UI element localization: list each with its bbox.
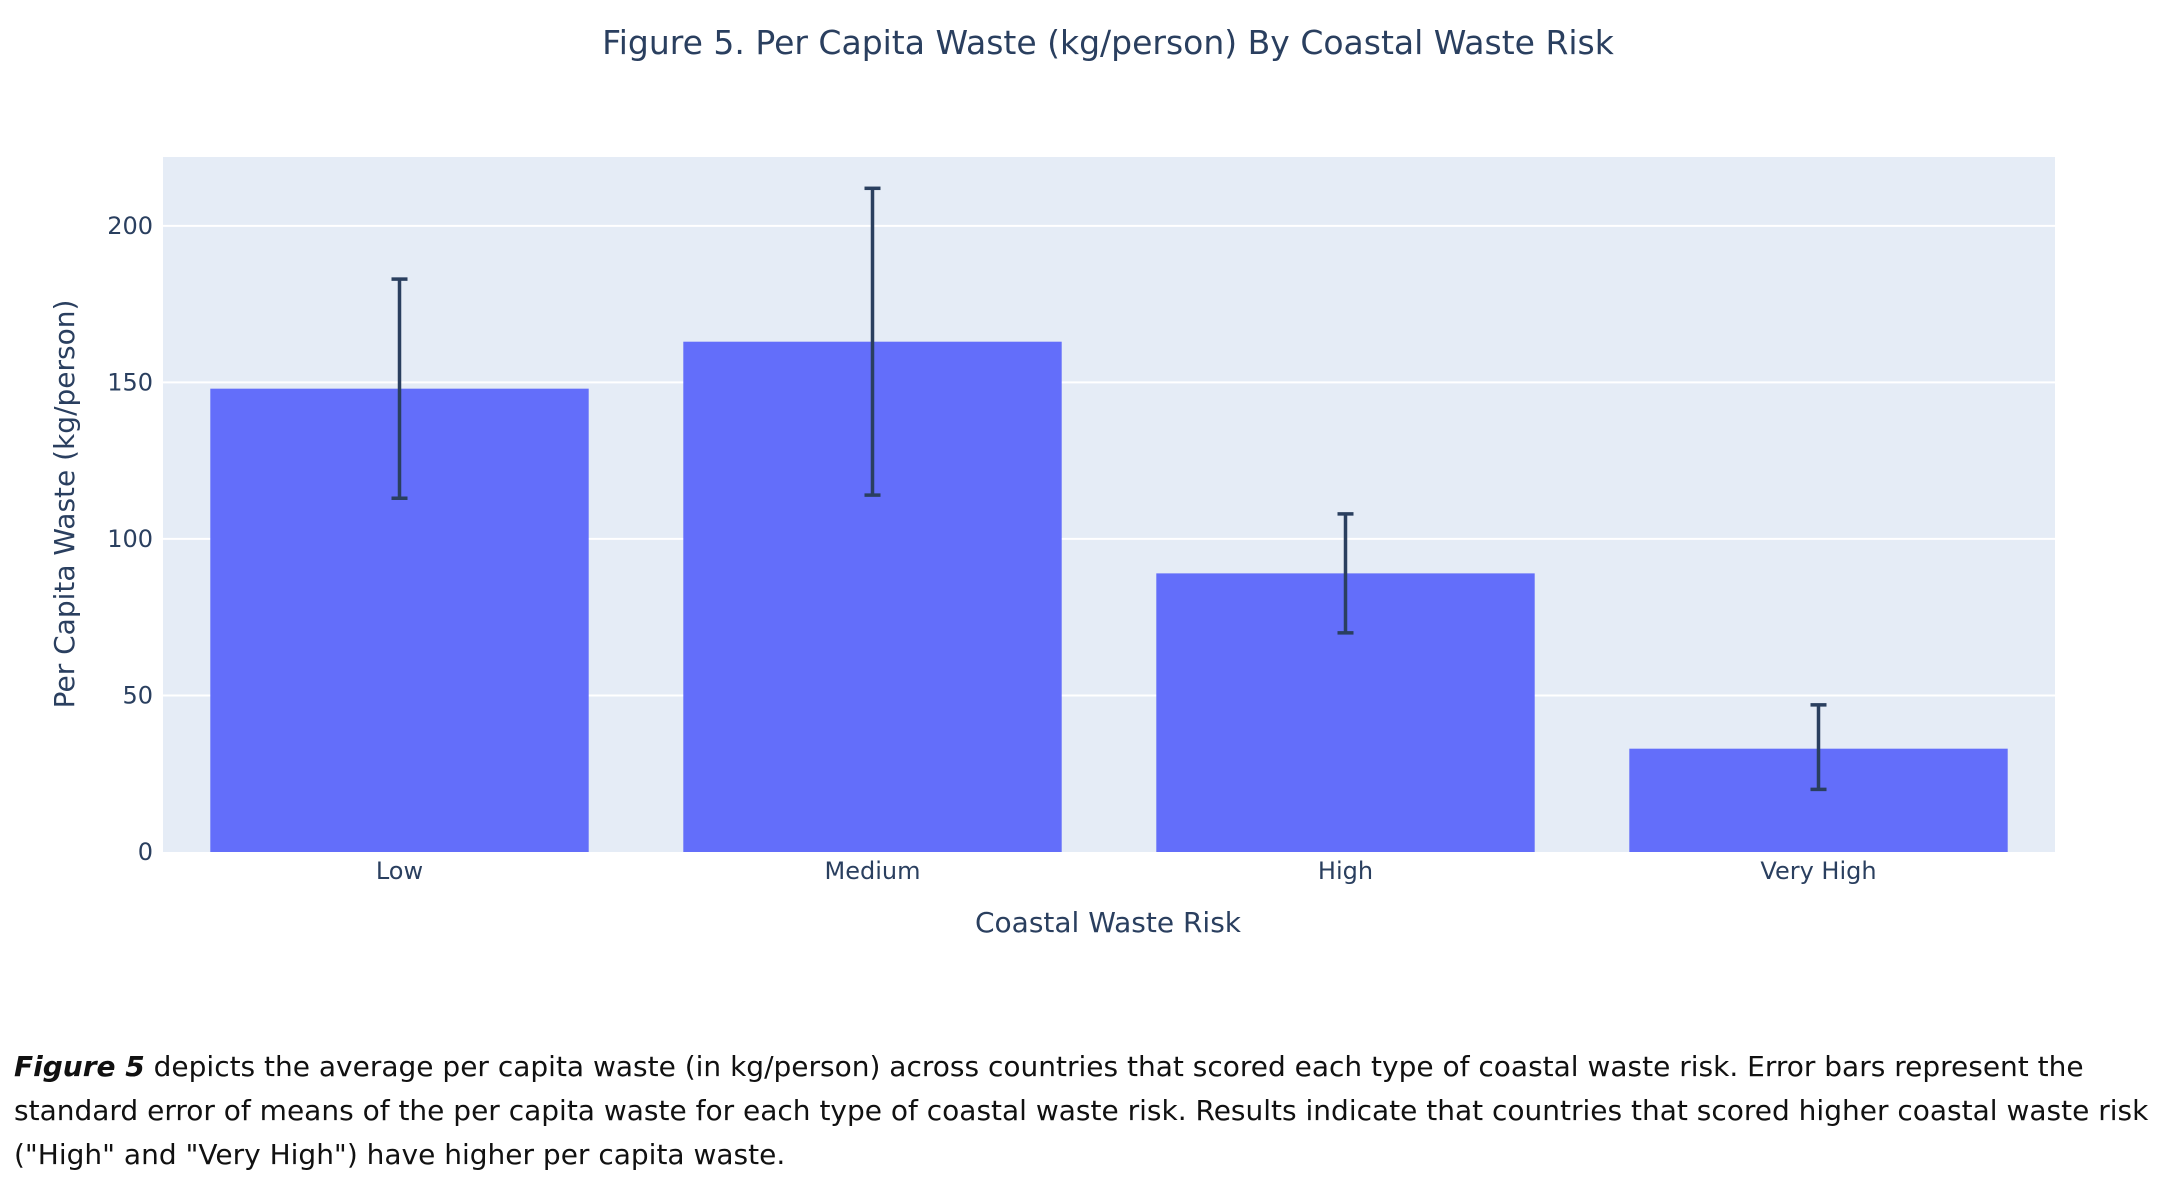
x-tick-labels: Low Medium High Very High [376, 857, 1877, 885]
y-tick-label: 200 [107, 212, 153, 240]
y-tick-label: 150 [107, 368, 153, 396]
y-tick-label: 100 [107, 525, 153, 553]
chart-title: Figure 5. Per Capita Waste (kg/person) B… [602, 23, 1615, 62]
bar-chart: Figure 5. Per Capita Waste (kg/person) B… [48, 23, 2055, 939]
error-bar [391, 277, 408, 500]
y-tick-label: 50 [122, 681, 153, 709]
error-bar [1810, 703, 1827, 792]
x-tick-label: High [1318, 857, 1373, 885]
y-axis-title: Per Capita Waste (kg/person) [48, 300, 81, 709]
x-tick-label: Medium [825, 857, 921, 885]
caption-text: depicts the average per capita waste (in… [14, 1050, 2149, 1171]
error-bar [864, 186, 881, 497]
x-axis-title: Coastal Waste Risk [975, 906, 1242, 939]
error-bars [391, 186, 1827, 792]
error-bar [1337, 512, 1354, 635]
y-tick-labels: 0 50 100 150 200 [107, 212, 153, 866]
caption-figure-ref: Figure 5 [14, 1050, 145, 1083]
y-tick-label: 0 [138, 838, 153, 866]
figure-caption: Figure 5 depicts the average per capita … [14, 1045, 2149, 1177]
x-tick-label: Very High [1760, 857, 1876, 885]
x-tick-label: Low [376, 857, 423, 885]
